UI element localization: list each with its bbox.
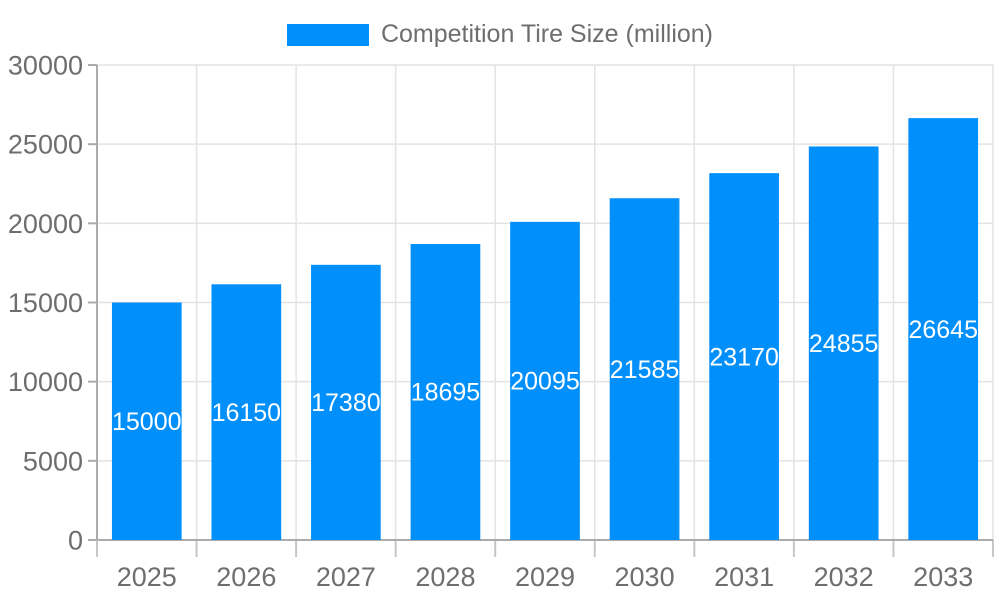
x-tick-label: 2033 bbox=[913, 562, 973, 592]
legend-label: Competition Tire Size (million) bbox=[380, 20, 714, 48]
x-tick-label: 2028 bbox=[415, 562, 475, 592]
bar-2031[interactable] bbox=[709, 173, 779, 540]
bar-value-label: 21585 bbox=[610, 356, 680, 384]
bar-value-label: 16150 bbox=[212, 399, 282, 427]
bar-2025[interactable] bbox=[111, 302, 182, 541]
bar-value-label: 20095 bbox=[510, 368, 580, 396]
y-tick-label: 0 bbox=[68, 525, 83, 555]
bar-value-label: 17380 bbox=[311, 389, 381, 417]
bar-value-label: 26645 bbox=[908, 316, 978, 344]
bar-2030[interactable] bbox=[609, 198, 680, 541]
bar-2027[interactable] bbox=[311, 264, 381, 540]
y-tick-label: 5000 bbox=[23, 446, 83, 476]
x-tick-label: 2025 bbox=[117, 562, 177, 592]
y-tick-label: 10000 bbox=[8, 367, 83, 397]
y-tick-label: 30000 bbox=[8, 50, 83, 80]
bar-2028[interactable] bbox=[410, 243, 481, 540]
bar-value-label: 18695 bbox=[411, 379, 481, 407]
bar-2029[interactable] bbox=[510, 221, 580, 540]
bar-2032[interactable] bbox=[808, 146, 879, 540]
x-tick-label: 2026 bbox=[216, 562, 276, 592]
bar-2026[interactable] bbox=[211, 284, 282, 540]
y-tick-label: 25000 bbox=[8, 130, 83, 160]
x-tick-label: 2027 bbox=[316, 562, 376, 592]
bar-value-label: 23170 bbox=[709, 343, 779, 371]
y-tick-label: 15000 bbox=[8, 288, 83, 318]
y-tick-label: 20000 bbox=[8, 209, 83, 239]
x-tick-label: 2032 bbox=[814, 562, 874, 592]
x-tick-label: 2030 bbox=[615, 562, 675, 592]
x-tick-label: 2029 bbox=[515, 562, 575, 592]
bar-value-label: 15000 bbox=[112, 408, 182, 436]
legend-swatch bbox=[286, 23, 369, 46]
bar-2033[interactable] bbox=[908, 118, 979, 540]
bar-value-label: 24855 bbox=[809, 330, 879, 358]
legend[interactable]: Competition Tire Size (million) bbox=[0, 20, 1000, 49]
x-tick-label: 2031 bbox=[714, 562, 774, 592]
